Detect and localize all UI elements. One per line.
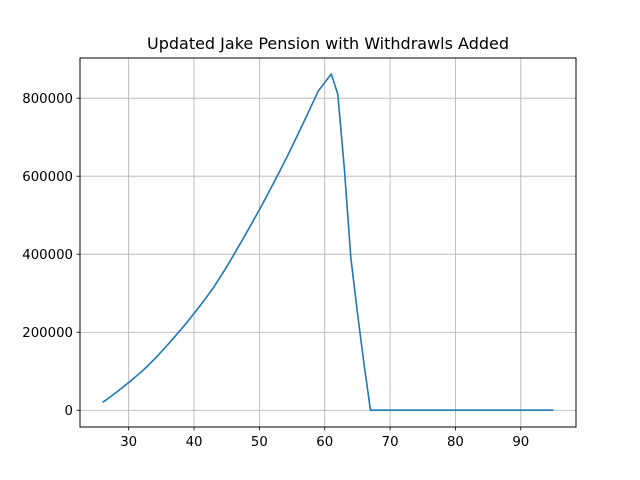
- grid-lines: [80, 58, 576, 427]
- x-tick-label: 40: [186, 435, 203, 450]
- x-tick-label: 60: [316, 435, 333, 450]
- y-axis: 0 200000 400000 600000 800000: [22, 92, 80, 419]
- x-tick-label: 80: [447, 435, 464, 450]
- x-tick-label: 30: [120, 435, 137, 450]
- x-axis: 30 40 50 60 70 80 90: [120, 427, 529, 450]
- chart-title: Updated Jake Pension with Withdrawls Add…: [147, 34, 509, 53]
- y-tick-label: 0: [65, 404, 73, 419]
- x-tick-label: 50: [251, 435, 268, 450]
- y-tick-label: 200000: [22, 326, 73, 341]
- plot-area-frame: [79, 57, 577, 428]
- x-tick-label: 90: [512, 435, 529, 450]
- series-layer: [102, 73, 554, 412]
- y-tick-label: 400000: [22, 248, 73, 263]
- pension-series-line: [102, 73, 554, 412]
- y-tick-label: 600000: [22, 170, 73, 185]
- x-tick-label: 70: [382, 435, 399, 450]
- y-tick-label: 800000: [22, 92, 73, 107]
